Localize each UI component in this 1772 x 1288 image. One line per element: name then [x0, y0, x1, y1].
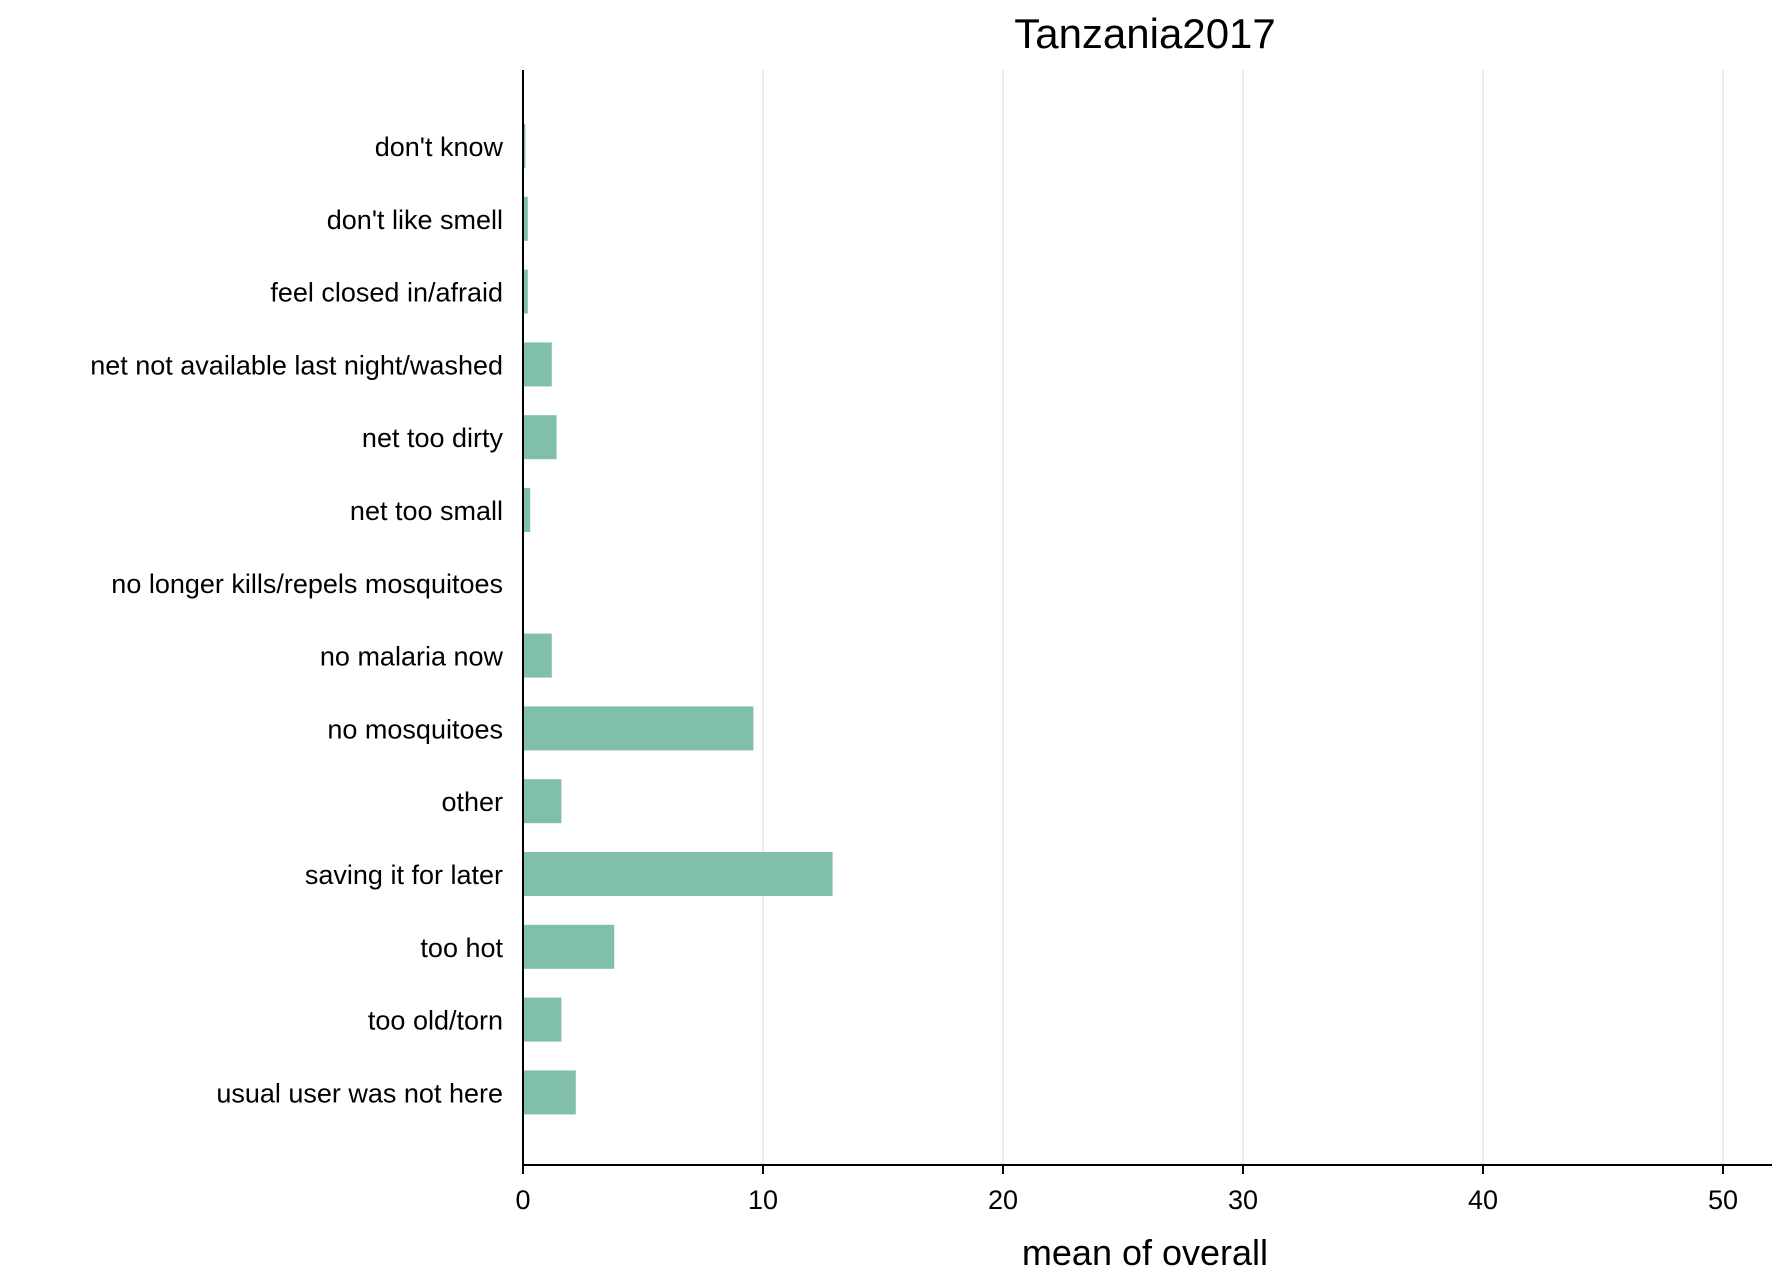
x-axis-label: mean of overall	[1022, 1232, 1268, 1273]
category-label: feel closed in/afraid	[270, 278, 503, 308]
bar	[523, 924, 615, 969]
bar	[523, 852, 833, 896]
x-tick-label: 40	[1468, 1185, 1498, 1215]
gridlines	[762, 70, 1724, 1165]
category-label: other	[441, 787, 503, 817]
bar	[523, 633, 552, 678]
bar	[523, 124, 526, 168]
bar	[523, 706, 754, 751]
bars	[523, 124, 833, 1115]
category-labels: don't know don't like smell feel closed in…	[90, 132, 503, 1108]
category-label: don't know	[375, 132, 504, 162]
category-label: saving it for later	[305, 860, 503, 890]
bar	[523, 415, 557, 460]
bar	[523, 1070, 576, 1115]
chart-title: Tanzania2017	[1014, 10, 1276, 57]
category-label: no mosquitoes	[327, 714, 503, 744]
bar	[523, 196, 528, 241]
category-label: net too dirty	[362, 423, 504, 453]
bar	[523, 997, 562, 1042]
bar	[523, 269, 528, 314]
x-tick-label: 30	[1228, 1185, 1258, 1215]
category-label: too old/torn	[368, 1006, 503, 1036]
category-label: don't like smell	[327, 205, 503, 235]
category-label: no longer kills/repels mosquitoes	[111, 569, 503, 599]
x-tick-label: 50	[1708, 1185, 1738, 1215]
x-tick-label: 10	[748, 1185, 778, 1215]
category-label: no malaria now	[320, 642, 504, 672]
bar	[523, 342, 552, 387]
category-label: usual user was not here	[216, 1078, 503, 1108]
category-label: net too small	[350, 496, 503, 526]
bar	[523, 488, 531, 532]
x-tick-labels: 0 10 20 30 40 50	[515, 1165, 1738, 1215]
category-label: too hot	[420, 933, 503, 963]
bar	[523, 779, 562, 824]
x-tick-label: 20	[988, 1185, 1018, 1215]
x-tick-label: 0	[515, 1185, 530, 1215]
category-label: net not available last night/washed	[90, 350, 503, 380]
